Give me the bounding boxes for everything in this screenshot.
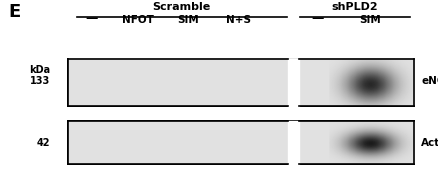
Bar	[68, 121, 414, 164]
Text: N+S: N+S	[226, 15, 251, 25]
Text: —: —	[311, 12, 324, 25]
Text: shPLD2: shPLD2	[332, 2, 378, 12]
Text: SIM: SIM	[359, 15, 381, 25]
Text: eNOS: eNOS	[421, 76, 438, 86]
Text: 133: 133	[30, 76, 50, 86]
Text: Scramble: Scramble	[153, 2, 211, 12]
Text: SIM: SIM	[177, 15, 199, 25]
Text: NFOT: NFOT	[122, 15, 154, 25]
Text: E: E	[9, 3, 21, 21]
Text: 42: 42	[37, 138, 50, 148]
Bar	[68, 59, 414, 106]
Text: —: —	[86, 12, 98, 25]
Text: Actin: Actin	[421, 138, 438, 148]
Bar	[68, 59, 414, 106]
Bar	[68, 121, 414, 164]
Text: kDa: kDa	[29, 65, 50, 75]
